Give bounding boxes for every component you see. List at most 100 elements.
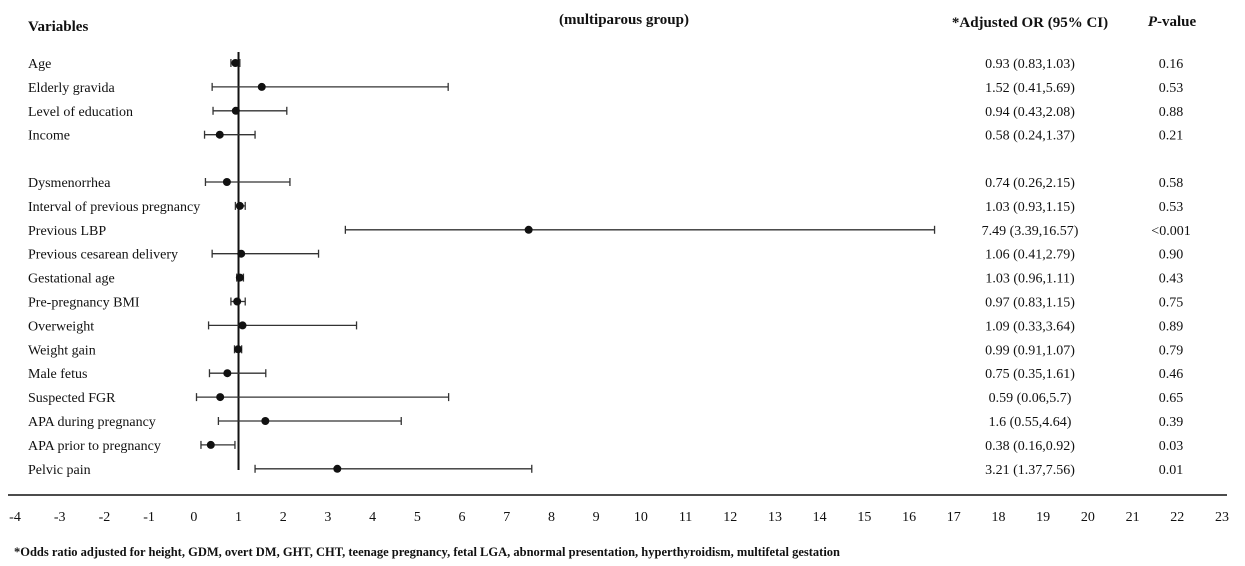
or-ci-value: 1.06 (0.41,2.79) [985,248,1075,263]
x-tick-label: 16 [902,510,916,525]
or-point [235,273,244,282]
x-tick-label: 19 [1036,510,1050,525]
or-ci-value: 0.93 (0.83,1.03) [985,57,1075,72]
forest-row: Level of education 0.94 (0.43,2.08) 0.88 [28,105,1183,120]
or-ci-value: 0.59 (0.06,5.7) [989,391,1072,406]
p-value: 0.79 [1159,343,1184,358]
row-label: Suspected FGR [28,391,116,406]
row-label: Weight gain [28,343,96,358]
p-value: 0.03 [1159,439,1184,454]
x-tick-label: 9 [593,510,600,525]
x-tick-label: -3 [54,510,66,525]
p-value: 0.75 [1159,296,1184,311]
x-tick-label: 20 [1081,510,1095,525]
p-value: 0.53 [1159,81,1184,96]
or-ci-value: 1.52 (0.41,5.69) [985,81,1075,96]
or-point [233,297,242,306]
or-point [524,225,533,234]
x-tick-label: 18 [991,510,1005,525]
row-label: Level of education [28,105,133,120]
x-tick-label: 11 [679,510,692,525]
or-point [238,321,247,330]
or-point [257,82,266,91]
x-tick-label: -4 [9,510,21,525]
row-label: Overweight [28,319,94,334]
p-value: 0.89 [1159,319,1184,334]
forest-row: Dysmenorrhea 0.74 (0.26,2.15) 0.58 [28,176,1183,191]
row-label: APA during pregnancy [28,415,156,430]
or-point [231,59,240,67]
forest-row: APA during pregnancy 1.6 (0.55,4.64) 0.39 [28,415,1183,430]
forest-row: Overweight 1.09 (0.33,3.64) 0.89 [28,319,1183,334]
x-tick-label: 6 [459,510,466,525]
x-tick-label: 7 [503,510,510,525]
or-ci-value: 1.6 (0.55,4.64) [989,415,1072,430]
or-ci-value: 0.94 (0.43,2.08) [985,105,1075,120]
forest-row: Income 0.58 (0.24,1.37) 0.21 [28,129,1183,144]
row-label: Pre-pregnancy BMI [28,296,140,311]
or-ci-value: 0.38 (0.16,0.92) [985,439,1075,454]
row-label: Elderly gravida [28,81,115,96]
x-tick-label: 10 [634,510,648,525]
row-label: Age [28,57,51,72]
x-tick-label: 3 [324,510,331,525]
x-axis-ticks: -4 -3 -2 -1 0 1 2 3 4 5 6 7 8 9 10 11 12 13 14 15 16 17 18 19 20… [9,510,1229,525]
p-value: 0.58 [1159,176,1184,191]
x-tick-label: 22 [1170,510,1184,525]
x-tick-label: 0 [190,510,197,525]
x-tick-label: -2 [99,510,111,525]
or-ci-value: 0.75 (0.35,1.61) [985,367,1075,382]
p-value: 0.90 [1159,248,1184,263]
p-value: 0.46 [1159,367,1184,382]
row-label: Income [28,129,70,144]
or-point [234,345,243,354]
x-tick-label: 17 [947,510,961,525]
or-ci-value: 1.03 (0.93,1.15) [985,200,1075,215]
p-value: 0.21 [1159,129,1184,144]
row-label: Pelvic pain [28,463,91,478]
x-tick-label: 15 [857,510,871,525]
p-value: 0.43 [1159,272,1184,287]
x-tick-label: 4 [369,510,376,525]
or-column-header: *Adjusted OR (95% CI) [952,15,1108,31]
row-label: APA prior to pregnancy [28,439,161,454]
forest-row: Gestational age 1.03 (0.96,1.11) 0.43 [28,272,1183,287]
forest-row: Weight gain 0.99 (0.91,1.07) 0.79 [28,343,1183,358]
p-value: 0.65 [1159,391,1184,406]
forest-row: Male fetus 0.75 (0.35,1.61) 0.46 [28,367,1183,382]
or-ci-value: 0.97 (0.83,1.15) [985,296,1075,311]
row-label: Previous LBP [28,224,106,239]
x-tick-label: 13 [768,510,782,525]
forest-row: APA prior to pregnancy 0.38 (0.16,0.92) 0.… [28,439,1183,454]
p-value: <0.001 [1151,224,1190,239]
forest-rows: Age 0.93 (0.83,1.03) 0.16 Elderly gravida 1.… [28,52,1191,478]
x-tick-label: 12 [723,510,737,525]
x-tick-label: 8 [548,510,555,525]
or-point [223,369,232,378]
p-value-column-header: P-value [1148,14,1197,30]
row-label: Dysmenorrhea [28,176,111,191]
or-ci-value: 1.09 (0.33,3.64) [985,319,1075,334]
p-value: 0.53 [1159,200,1184,215]
forest-row: Previous cesarean delivery 1.06 (0.41,2.7… [28,248,1183,263]
forest-row: Pelvic pain 3.21 (1.37,7.56) 0.01 [28,463,1183,478]
x-tick-label: 5 [414,510,421,525]
or-ci-value: 0.74 (0.26,2.15) [985,176,1075,191]
x-tick-label: -1 [143,510,155,525]
x-tick-label: 14 [813,510,827,525]
or-point [237,249,246,258]
or-ci-value: 7.49 (3.39,16.57) [982,224,1079,239]
x-tick-label: 21 [1126,510,1140,525]
or-ci-value: 0.58 (0.24,1.37) [985,129,1075,144]
p-value: 0.16 [1159,57,1184,72]
forest-row: Elderly gravida 1.52 (0.41,5.69) 0.53 [28,81,1183,96]
x-tick-label: 2 [280,510,287,525]
or-ci-value: 1.03 (0.96,1.11) [985,272,1075,287]
row-label: Interval of previous pregnancy [28,200,200,215]
footnote: *Odds ratio adjusted for height, GDM, ov… [14,545,840,559]
x-tick-label: 1 [235,510,242,525]
forest-row: Suspected FGR 0.59 (0.06,5.7) 0.65 [28,391,1183,406]
forest-row: Age 0.93 (0.83,1.03) 0.16 [28,57,1183,72]
forest-row: Previous LBP 7.49 (3.39,16.57) <0.001 [28,224,1191,239]
